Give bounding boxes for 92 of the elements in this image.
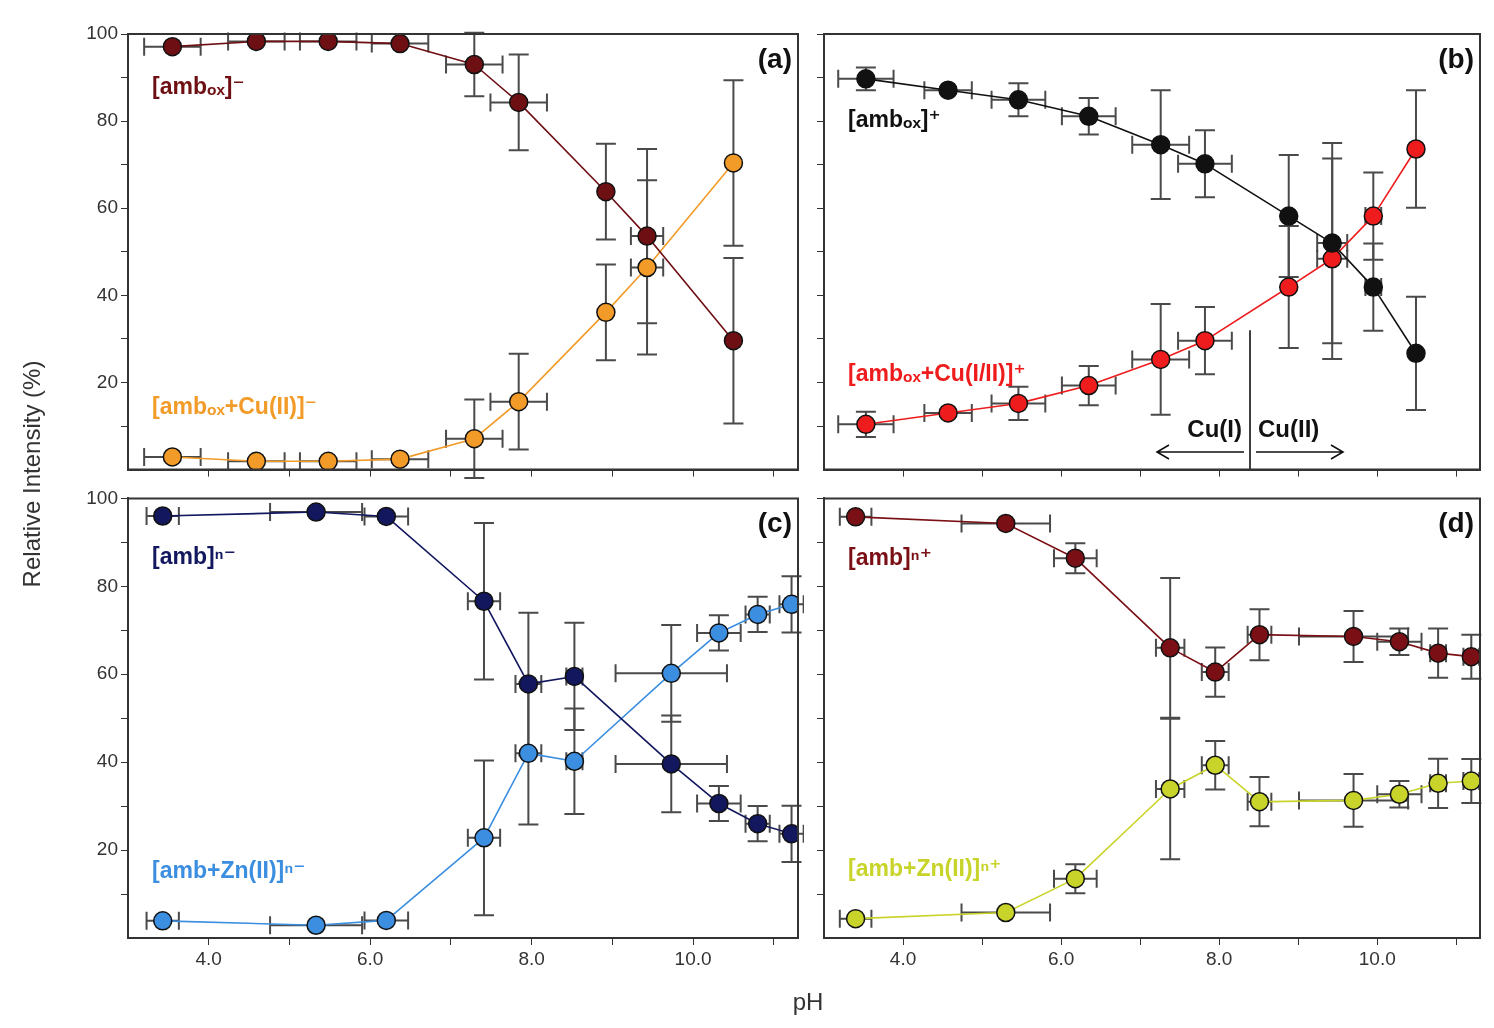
x-tick-label: 6.0 — [1047, 947, 1075, 969]
series-label: [ambₒₓ+Cu(II)]⁻ — [152, 392, 317, 419]
x-tick-label: 4.0 — [889, 947, 917, 969]
point — [508, 391, 529, 412]
point — [1389, 784, 1410, 804]
point — [1278, 277, 1299, 297]
point — [661, 754, 682, 774]
point — [709, 793, 729, 814]
series-label: [ambₒₓ]⁻ — [152, 73, 245, 100]
x-tick-label: 8.0 — [518, 947, 545, 969]
series-label: [ambₒₓ]⁺ — [848, 105, 941, 132]
point — [464, 54, 485, 75]
point — [306, 915, 326, 935]
x-tick-label: 8.0 — [1205, 947, 1233, 969]
point — [390, 34, 410, 54]
series-label: [ambₒₓ+Cu(I/II)]⁺ — [848, 360, 1026, 387]
y-axis-title: Relative Intensity (%) — [18, 360, 46, 588]
chart-title: (b) — [1438, 42, 1474, 74]
point — [1150, 134, 1171, 155]
point — [996, 513, 1016, 534]
point — [637, 226, 657, 246]
point — [162, 447, 183, 467]
y-tick-label: 80 — [96, 109, 118, 131]
point — [1008, 90, 1029, 110]
x-tick-label: 6.0 — [356, 947, 384, 969]
point — [1205, 755, 1225, 775]
point — [1079, 375, 1099, 396]
point — [246, 34, 267, 52]
point — [306, 502, 326, 522]
point — [162, 36, 183, 57]
point — [1160, 638, 1180, 658]
y-tick-label: 60 — [96, 196, 118, 218]
point — [709, 623, 729, 643]
point — [1205, 662, 1225, 682]
point — [246, 451, 267, 470]
point — [390, 449, 410, 469]
point — [596, 302, 616, 323]
point — [1079, 106, 1099, 127]
point — [661, 663, 682, 684]
point — [723, 330, 744, 351]
y-tick-label: 80 — [96, 574, 118, 596]
point — [845, 908, 866, 929]
point — [152, 911, 173, 931]
point — [1065, 548, 1086, 568]
point — [1406, 139, 1426, 159]
point — [474, 591, 494, 612]
annotation: Cu(I) — [1187, 414, 1242, 442]
point — [1322, 233, 1342, 253]
y-tick-label: 60 — [96, 662, 118, 684]
chart-title: (a) — [757, 42, 792, 74]
y-tick-label: 100 — [86, 486, 118, 508]
point — [1008, 393, 1029, 414]
point — [1065, 868, 1086, 889]
point — [464, 428, 485, 449]
point — [1278, 206, 1299, 226]
annotation: Cu(II) — [1258, 414, 1320, 442]
point — [845, 507, 866, 527]
point — [996, 902, 1016, 923]
point — [1150, 349, 1171, 370]
y-tick-label: 20 — [96, 838, 118, 860]
y-tick-label: 100 — [86, 22, 118, 44]
point — [318, 451, 338, 470]
y-tick-label: 20 — [96, 370, 118, 392]
x-tick-label: 10.0 — [674, 947, 712, 969]
point — [318, 34, 338, 52]
point — [1406, 343, 1426, 364]
point — [1160, 779, 1180, 799]
point — [637, 257, 657, 278]
y-tick-label: 40 — [96, 750, 118, 772]
point — [474, 828, 494, 848]
x-tick-label: 10.0 — [1358, 947, 1396, 969]
point — [152, 506, 173, 526]
point — [376, 910, 397, 931]
point — [376, 506, 397, 527]
y-tick-label: 40 — [96, 283, 118, 305]
x-tick-label: 4.0 — [195, 947, 222, 969]
point — [1343, 626, 1364, 647]
point — [1343, 790, 1364, 811]
chart-title: (c) — [757, 507, 792, 539]
point — [938, 80, 958, 100]
point — [508, 92, 529, 113]
x-axis-title: pH — [792, 988, 824, 1016]
chart-title: (d) — [1438, 507, 1474, 539]
series-label: [amb]ⁿ⁻ — [152, 542, 236, 569]
series-label: [amb+Zn(II)]ⁿ⁺ — [848, 854, 1002, 881]
point — [1195, 154, 1215, 174]
point — [938, 403, 958, 423]
point — [596, 181, 616, 202]
series-label: [amb+Zn(II)]ⁿ⁻ — [152, 856, 306, 883]
point — [723, 153, 744, 173]
point — [1195, 330, 1215, 351]
series-label: [amb]ⁿ⁺ — [848, 543, 932, 570]
